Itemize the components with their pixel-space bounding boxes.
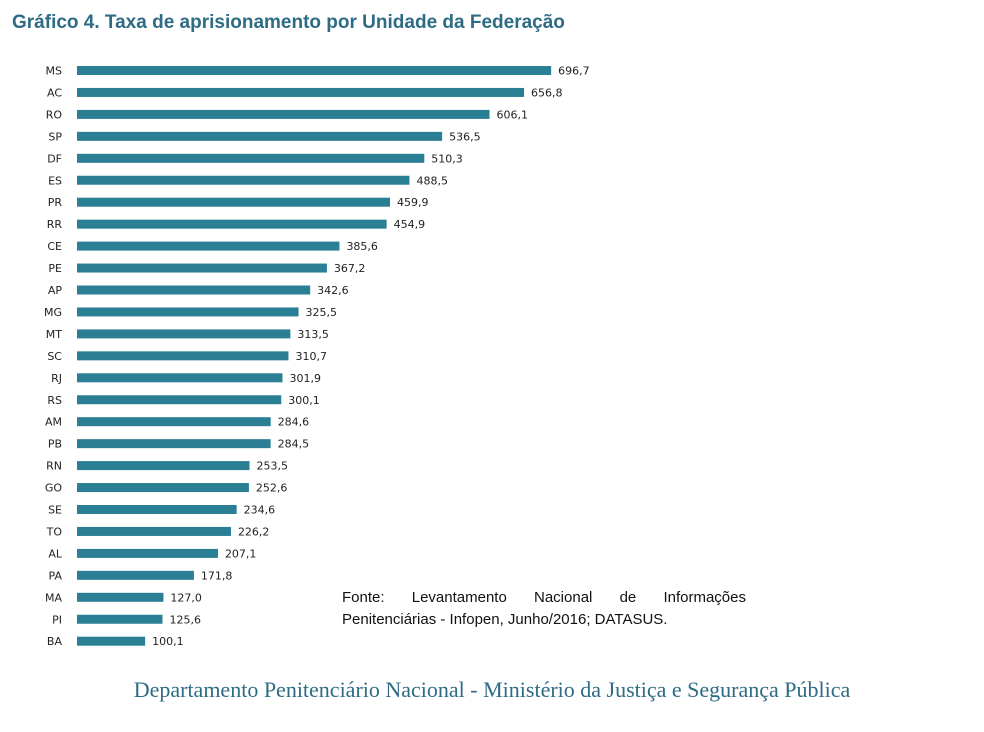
value-label: 127,0 (170, 591, 202, 604)
bar (77, 439, 271, 449)
bar (77, 636, 146, 646)
value-label: 488,5 (416, 174, 448, 187)
value-label: 125,6 (169, 613, 201, 626)
value-label: 536,5 (449, 130, 481, 143)
category-label: BA (47, 635, 63, 648)
category-label: RJ (51, 372, 62, 385)
category-label: RN (46, 460, 62, 473)
chart-title: Gráfico 4. Taxa de aprisionamento por Un… (12, 12, 565, 33)
bar (77, 219, 387, 229)
bar (77, 395, 282, 405)
bar (77, 175, 410, 185)
value-label: 301,9 (289, 372, 321, 385)
value-label: 459,9 (397, 196, 429, 209)
category-label: RO (46, 108, 63, 121)
value-label: 606,1 (497, 108, 529, 121)
category-label: MG (44, 306, 62, 319)
category-label: MT (46, 328, 62, 341)
value-label: 284,6 (278, 416, 310, 429)
source-note: Fonte: Levantamento Nacional de Informaç… (342, 589, 746, 628)
bar (77, 483, 249, 493)
category-label: PR (48, 196, 63, 209)
category-label: AC (47, 86, 62, 99)
bar (77, 307, 299, 317)
category-label: ES (48, 174, 62, 187)
category-label: MS (46, 65, 62, 78)
bar (77, 285, 311, 295)
bar (77, 241, 340, 251)
value-label: 385,6 (346, 240, 378, 253)
category-label: PE (48, 262, 62, 275)
value-label: 510,3 (431, 152, 463, 165)
category-label: AP (48, 284, 63, 297)
bars-layer: MS 696,7 AC 656,8 RO 606,1 SP 536,5 DF 510,3 ES 488… (44, 65, 590, 649)
category-label: MA (45, 591, 62, 604)
value-label: 367,2 (334, 262, 366, 275)
category-label: CE (47, 240, 62, 253)
category-label: PI (52, 613, 62, 626)
value-label: 226,2 (238, 525, 270, 538)
category-label: SP (48, 130, 62, 143)
bar (77, 351, 289, 361)
bar-chart: MS 696,7 AC 656,8 RO 606,1 SP 536,5 DF 510,3 ES 488… (44, 65, 590, 649)
bar (77, 197, 391, 207)
value-label: 207,1 (225, 547, 257, 560)
bar (77, 461, 250, 471)
bar (77, 548, 218, 558)
value-label: 696,7 (558, 65, 590, 78)
category-label: TO (46, 525, 63, 538)
category-label: AM (45, 416, 62, 429)
bar (77, 417, 271, 427)
bar (77, 526, 231, 536)
bar (77, 614, 163, 624)
category-label: RR (47, 218, 63, 231)
value-label: 300,1 (288, 394, 320, 407)
value-label: 325,5 (306, 306, 338, 319)
value-label: 171,8 (201, 569, 233, 582)
value-label: 252,6 (256, 482, 288, 495)
value-label: 313,5 (297, 328, 329, 341)
bar (77, 592, 164, 602)
value-label: 284,5 (278, 438, 310, 451)
category-label: PA (49, 569, 63, 582)
footer-caption: Departamento Penitenciário Nacional - Mi… (133, 677, 851, 702)
category-label: SE (48, 504, 62, 517)
bar (77, 263, 327, 273)
value-label: 100,1 (152, 635, 184, 648)
category-label: DF (47, 152, 62, 165)
bar (77, 109, 490, 119)
bar (77, 505, 237, 514)
value-label: 253,5 (257, 460, 289, 473)
value-label: 454,9 (394, 218, 426, 231)
category-label: PB (48, 438, 62, 451)
bar (77, 570, 194, 580)
bar (77, 373, 283, 383)
bar (77, 66, 552, 75)
value-label: 310,7 (295, 350, 327, 363)
bar (77, 87, 525, 97)
category-label: AL (48, 547, 63, 560)
value-label: 342,6 (317, 284, 349, 297)
bar (77, 131, 443, 141)
category-label: RS (47, 394, 62, 407)
bar (77, 329, 291, 339)
value-label: 234,6 (244, 504, 276, 517)
category-label: SC (47, 350, 62, 363)
category-label: GO (45, 482, 63, 495)
bar (77, 153, 425, 163)
value-label: 656,8 (531, 86, 563, 99)
